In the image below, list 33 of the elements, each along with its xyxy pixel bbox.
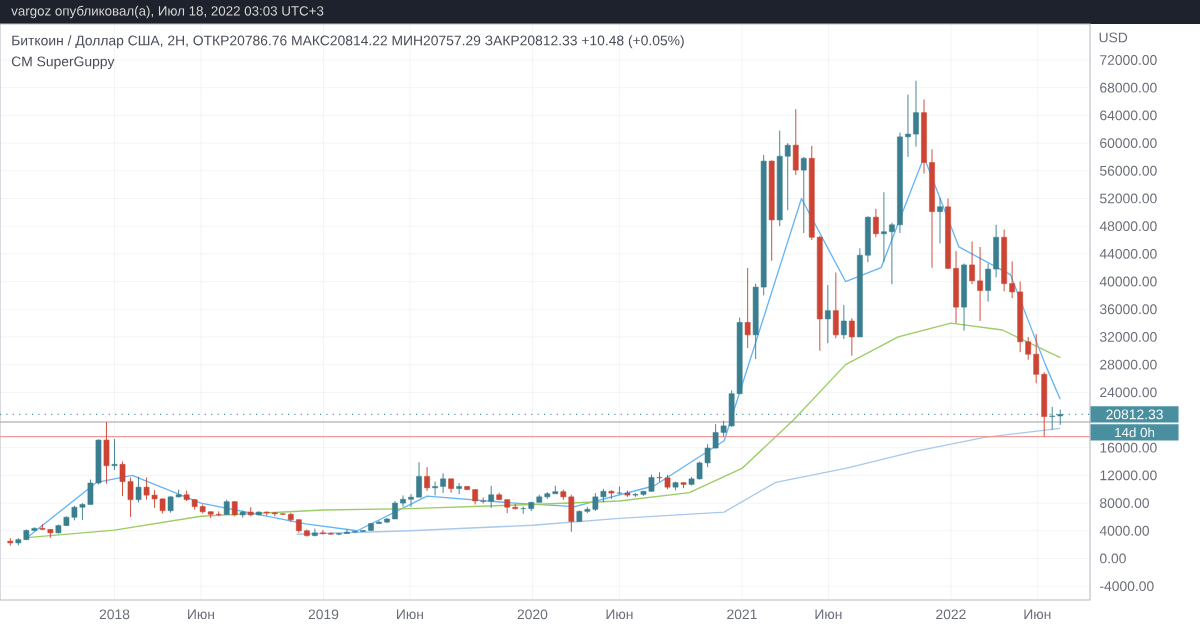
line-series xyxy=(26,322,1061,539)
candlestick xyxy=(969,240,975,285)
candlestick xyxy=(961,263,967,332)
candlestick xyxy=(119,461,126,497)
candlestick xyxy=(824,284,831,344)
candlestick xyxy=(937,197,943,244)
candlestick xyxy=(111,438,118,471)
candlestick xyxy=(977,246,983,322)
candlestick xyxy=(832,272,839,339)
candlestick xyxy=(568,494,575,533)
candlestick xyxy=(1001,229,1007,292)
candlestick xyxy=(135,476,142,503)
candlestick xyxy=(849,317,855,357)
candlestick xyxy=(416,461,422,498)
candlestick xyxy=(656,471,663,483)
candlestick xyxy=(881,191,887,263)
candlestick xyxy=(913,80,919,148)
candlestick xyxy=(432,481,438,496)
candlestick xyxy=(456,482,462,495)
candlestick xyxy=(143,477,150,501)
candlestick xyxy=(840,304,847,340)
candlestick xyxy=(488,485,495,509)
candlestick xyxy=(440,472,446,494)
candlestick xyxy=(1049,406,1056,431)
candlestick xyxy=(792,108,799,176)
candlestick xyxy=(873,208,879,238)
candlestick xyxy=(103,421,110,485)
candlestick xyxy=(744,267,751,349)
candlestick xyxy=(800,156,807,234)
candlestick xyxy=(592,492,599,512)
candlestick xyxy=(424,466,430,492)
line-series xyxy=(295,427,1061,535)
candlestick xyxy=(344,528,350,535)
